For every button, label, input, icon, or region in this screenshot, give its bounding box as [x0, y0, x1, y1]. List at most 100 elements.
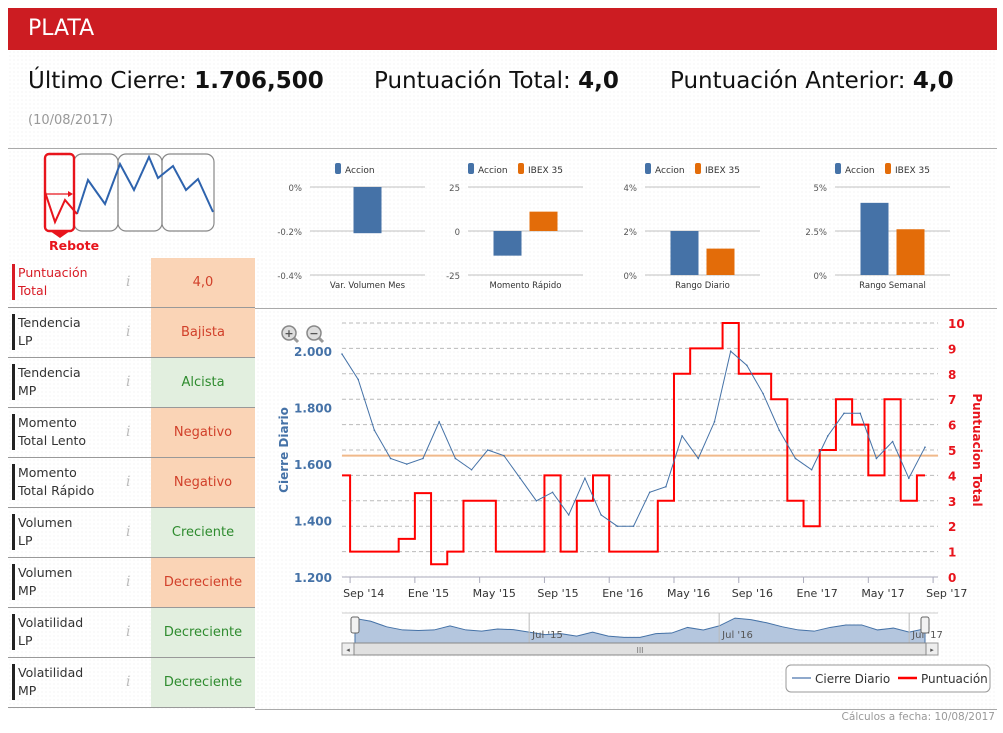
right-axis-title: Puntuacion Total: [970, 393, 984, 506]
chart-legend: Cierre Diario Puntuación: [785, 664, 991, 693]
indicator-label: Volatilidad MP: [12, 664, 83, 700]
last-close-label: Último Cierre:: [28, 68, 187, 94]
right-y-tick-label: 6: [948, 419, 956, 433]
navigator-handle-left[interactable]: [350, 616, 360, 634]
legend-swatch: [518, 163, 524, 174]
navigator-handle-right[interactable]: [920, 616, 930, 634]
zoom-glyph: +: [284, 327, 293, 340]
indicator-label: Volatilidad LP: [12, 614, 83, 650]
y-tick-label: -0.4%: [277, 272, 302, 282]
indicator-row: Tendencia LP i Bajista: [8, 308, 255, 358]
y-tick-label: 4%: [624, 184, 638, 194]
info-icon[interactable]: i: [126, 624, 131, 640]
close-point: [746, 364, 748, 367]
left-y-tick-label: 1.600: [294, 458, 332, 472]
right-y-tick-label: 0: [948, 571, 956, 585]
left-y-tick-label: 1.400: [294, 515, 332, 529]
legend-swatch: [835, 163, 841, 174]
indicator-label-line2: Total Lento: [18, 433, 87, 448]
indicator-label-line2: LP: [18, 633, 33, 648]
info-icon[interactable]: i: [126, 374, 131, 390]
right-y-tick-label: 10: [948, 317, 965, 331]
indicator-value: Decreciente: [151, 558, 255, 607]
info-icon[interactable]: i: [126, 524, 131, 540]
navigator-label: Jul '16: [721, 630, 753, 641]
right-y-tick-label: 9: [948, 342, 956, 356]
bar-ibex-35: [529, 211, 558, 231]
indicator-label-line2: MP: [18, 383, 37, 398]
info-icon[interactable]: i: [126, 424, 131, 440]
zoom-in-icon[interactable]: +: [281, 325, 300, 344]
right-y-tick-label: 7: [948, 393, 956, 407]
close-point: [827, 435, 829, 437]
indicator-label-line2: MP: [18, 683, 37, 698]
legend-swatch: [885, 163, 891, 174]
zoom-lens: [281, 325, 297, 341]
legend-label: Accion: [478, 166, 508, 176]
close-point: [405, 463, 408, 465]
left-y-tick-label: 1.800: [294, 402, 332, 416]
info-icon[interactable]: i: [126, 324, 131, 340]
price-score-chart: + − 0 1 2 3 4 5 6 7 8 9 10 2.000 1.800 1.600 1.400 1.200 S…: [277, 317, 991, 693]
x-tick-label: May '15: [473, 587, 516, 600]
page-title: PLATA: [8, 8, 997, 50]
close-point: [681, 435, 683, 437]
pattern-label: Rebote: [49, 238, 99, 253]
close-point: [648, 491, 651, 494]
close-point: [567, 514, 570, 516]
x-tick-label: Sep '17: [926, 587, 967, 600]
y-tick-label: 0%: [289, 184, 303, 194]
indicator-label: Volumen LP: [12, 514, 72, 550]
indicator-label-line2: LP: [18, 533, 33, 548]
zoom-lens: [306, 325, 322, 341]
indicator-value: Bajista: [151, 308, 255, 357]
bar-ibex-35: [896, 229, 925, 275]
x-tick-label: Sep '14: [343, 587, 384, 600]
indicator-label: Momento Total Rápido: [12, 464, 94, 500]
legend-box: [785, 664, 991, 693]
close-point: [470, 468, 473, 471]
previous-score-value: 4,0: [912, 68, 954, 94]
bar-chart-3: Accion IBEX 35 4% 2% 0% Rango Diario: [624, 163, 760, 291]
zoom-out-icon[interactable]: −: [306, 325, 325, 344]
legend-item-cierre-diario[interactable]: Cierre Diario: [815, 672, 890, 686]
legend-swatch: [695, 163, 701, 174]
y-tick-label: 0%: [624, 272, 638, 282]
divider: [255, 308, 997, 309]
footer-calc-date: Cálculos a fecha: 10/08/2017: [841, 711, 995, 723]
indicator-label-line1: Volumen: [18, 515, 73, 530]
indicator-label-line2: Total: [18, 283, 48, 298]
bar-chart-2: Accion IBEX 35 25 0 -25 Momento Rápido: [446, 163, 583, 291]
right-y-tick-label: 4: [948, 469, 956, 483]
indicator-value: Negativo: [151, 408, 255, 457]
indicator-label-line1: Tendencia: [18, 365, 81, 380]
close-point: [843, 412, 845, 415]
scroll-right-icon[interactable]: ▸: [930, 646, 934, 654]
close-point: [713, 420, 716, 423]
y-tick-label: 0: [455, 228, 460, 238]
legend-swatch: [468, 163, 474, 174]
close-point: [503, 454, 505, 457]
info-icon[interactable]: i: [126, 674, 131, 690]
info-icon[interactable]: i: [126, 274, 131, 290]
indicator-value: Creciente: [151, 508, 255, 557]
scroll-left-icon[interactable]: ◂: [346, 646, 350, 654]
close-point: [373, 429, 376, 432]
legend-item-puntuacion[interactable]: Puntuación: [921, 672, 988, 686]
close-point: [454, 457, 457, 460]
left-y-tick-label: 1.200: [294, 571, 332, 585]
bar-accion: [493, 231, 522, 256]
close-point: [438, 420, 440, 423]
close-point: [357, 378, 359, 381]
close-point: [859, 412, 862, 415]
x-tick-label: Sep '15: [537, 587, 578, 600]
info-icon[interactable]: i: [126, 474, 131, 490]
y-tick-label: -25: [446, 272, 460, 282]
info-icon[interactable]: i: [126, 574, 131, 590]
legend-swatch: [645, 163, 651, 174]
bar-chart-1: Accion 0% -0.2% -0.4% Var. Volumen Mes: [277, 163, 425, 291]
scrollbar-thumb[interactable]: [353, 642, 927, 656]
indicator-value: 4,0: [151, 258, 255, 307]
x-tick-label: Sep '16: [732, 587, 773, 600]
